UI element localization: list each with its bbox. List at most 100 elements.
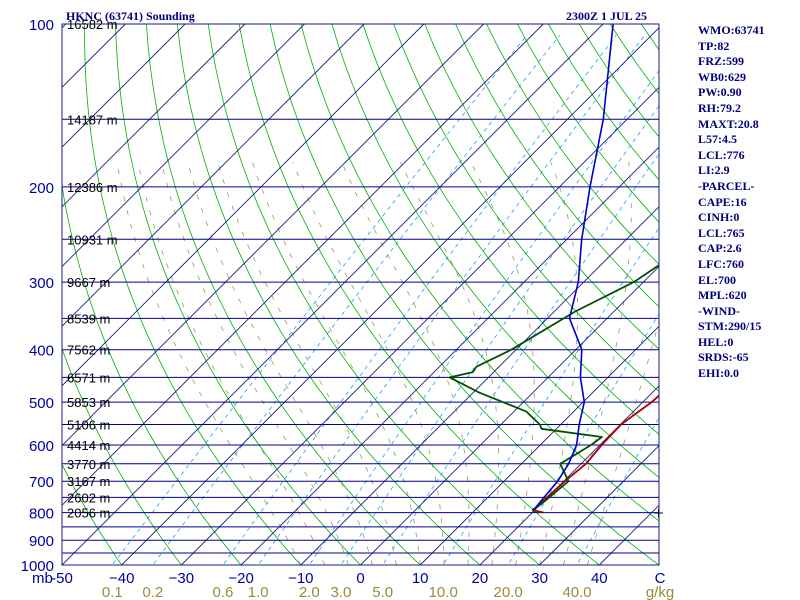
index-item: EHI:0.0 — [698, 366, 740, 381]
index-item: CINH:0 — [698, 210, 740, 225]
mixing-ratio-tick-label: 0.1 — [102, 584, 123, 600]
pressure-tick-label: 200 — [29, 180, 54, 197]
dry-adiabat-line — [486, 24, 659, 266]
isotherm-line — [181, 86, 659, 565]
index-item: TP:82 — [698, 38, 730, 53]
mixing-ratio-line — [576, 416, 659, 565]
temperature-unit-label: C — [655, 570, 666, 587]
mixing-ratio-line — [507, 313, 659, 565]
height-label: 5853 m — [67, 395, 110, 410]
dry-adiabat-line — [300, 24, 659, 522]
dry-adiabat-line — [115, 24, 362, 565]
index-item: HEL:0 — [698, 334, 734, 349]
height-label: 3770 m — [67, 457, 110, 472]
isotherm-line — [62, 24, 604, 565]
temperature-tick-label: 40 — [591, 570, 608, 587]
dry-adiabat-line — [62, 347, 182, 565]
pressure-tick-label: 700 — [29, 474, 54, 491]
index-item: LCL:765 — [698, 225, 745, 240]
index-item: MPL:620 — [698, 288, 747, 303]
index-item: RH:79.2 — [698, 100, 741, 115]
dry-adiabat-line — [455, 24, 659, 308]
isotherm-line — [62, 24, 305, 268]
dry-adiabat-line — [362, 24, 659, 435]
temperature-tick-label: −30 — [169, 570, 194, 587]
pressure-tick-label: 1000 — [21, 558, 54, 575]
isotherm-line — [62, 24, 544, 506]
height-label: 10931 m — [67, 232, 118, 247]
chart-title: HKNC (63741) Sounding — [66, 9, 195, 23]
parcel-trace — [532, 24, 614, 511]
height-label: 4414 m — [67, 438, 110, 453]
isotherm-line — [62, 24, 246, 208]
indices-panel: WMO:63741 TP:82 FRZ:599 WB0:629 PW:0.90 RH:79… — [698, 23, 800, 382]
pressure-tick-label: 300 — [29, 275, 54, 292]
mixing-ratio-tick-label: 5.0 — [372, 584, 393, 600]
dry-adiabat-line — [62, 463, 123, 565]
moist-adiabat-line — [341, 161, 470, 565]
dry-adiabat-line — [269, 24, 659, 565]
pressure-tick-label: 900 — [29, 533, 54, 550]
mixing-ratio-tick-label: 40.0 — [562, 584, 591, 600]
mixing-ratio-tick-label: 10.0 — [429, 584, 458, 600]
dry-adiabat-line — [424, 24, 659, 350]
moist-adiabat-line — [539, 161, 578, 565]
index-item: WB0:629 — [698, 69, 746, 84]
temperature-tick-label: −40 — [109, 570, 134, 587]
temperature-trace — [532, 394, 659, 514]
temperature-tick-label: −20 — [228, 570, 253, 587]
temperature-tick-label: 10 — [412, 570, 429, 587]
isotherm-line — [62, 24, 186, 148]
isotherm-line — [240, 146, 659, 565]
dry-adiabat-line — [176, 24, 481, 565]
index-item: LFC:760 — [698, 256, 744, 271]
index-item: LI:2.9 — [698, 163, 730, 178]
isotherm-line — [360, 265, 659, 565]
index-item: WMO:63741 — [698, 23, 765, 37]
isotherm-line — [62, 24, 425, 387]
mixing-ratio-tick-label: 20.0 — [493, 584, 522, 600]
mixing-ratio-unit-label: g/kg — [646, 584, 674, 600]
height-label: 5106 m — [67, 418, 110, 433]
height-label: 9667 m — [67, 275, 110, 290]
pressure-tick-label: 800 — [29, 506, 54, 523]
moist-adiabat-line — [587, 319, 659, 565]
height-label: 6571 m — [67, 370, 110, 385]
isotherm-line — [121, 27, 659, 565]
temperature-tick-label: 0 — [356, 570, 364, 587]
pressure-tick-label: 100 — [29, 17, 54, 34]
mixing-ratio-tick-label: 0.2 — [142, 584, 163, 600]
height-label: 2056 m — [67, 506, 110, 521]
mixing-ratio-line — [442, 227, 659, 565]
isotherm-line — [62, 24, 365, 327]
dry-adiabat-line — [393, 24, 659, 393]
sounding-traces — [448, 24, 659, 514]
isotherm-line — [419, 325, 659, 565]
temperature-tick-label: −10 — [288, 570, 313, 587]
index-item: -PARCEL- — [698, 178, 755, 193]
moist-adiabat-line — [116, 162, 302, 565]
height-label: 3167 m — [67, 474, 110, 489]
mixing-ratio-line — [222, 35, 617, 565]
index-item: FRZ:599 — [698, 54, 744, 69]
height-label: 14187 m — [67, 112, 118, 127]
mixing-ratio-line — [111, 35, 527, 565]
moist-adiabat-line — [251, 161, 421, 565]
isotherm-line — [479, 385, 659, 565]
dry-adiabat-line — [207, 24, 541, 565]
mixing-ratio-tick-label: 1.0 — [248, 584, 269, 600]
index-item: L57:4.5 — [698, 132, 737, 147]
mixing-ratio-line — [152, 35, 560, 565]
height-label: 12386 m — [67, 180, 118, 195]
index-item: SRDS:-65 — [698, 350, 749, 365]
index-item: -WIND- — [698, 303, 740, 318]
pressure-unit-label: mb — [32, 570, 53, 587]
dry-adiabat-line — [84, 24, 302, 565]
height-label: 7562 m — [67, 343, 110, 358]
index-item: LCL:776 — [698, 147, 745, 162]
plot-border — [61, 23, 660, 566]
height-label: 2602 m — [67, 490, 110, 505]
dry-adiabat-line — [62, 183, 242, 565]
height-label: 8539 m — [67, 311, 110, 326]
